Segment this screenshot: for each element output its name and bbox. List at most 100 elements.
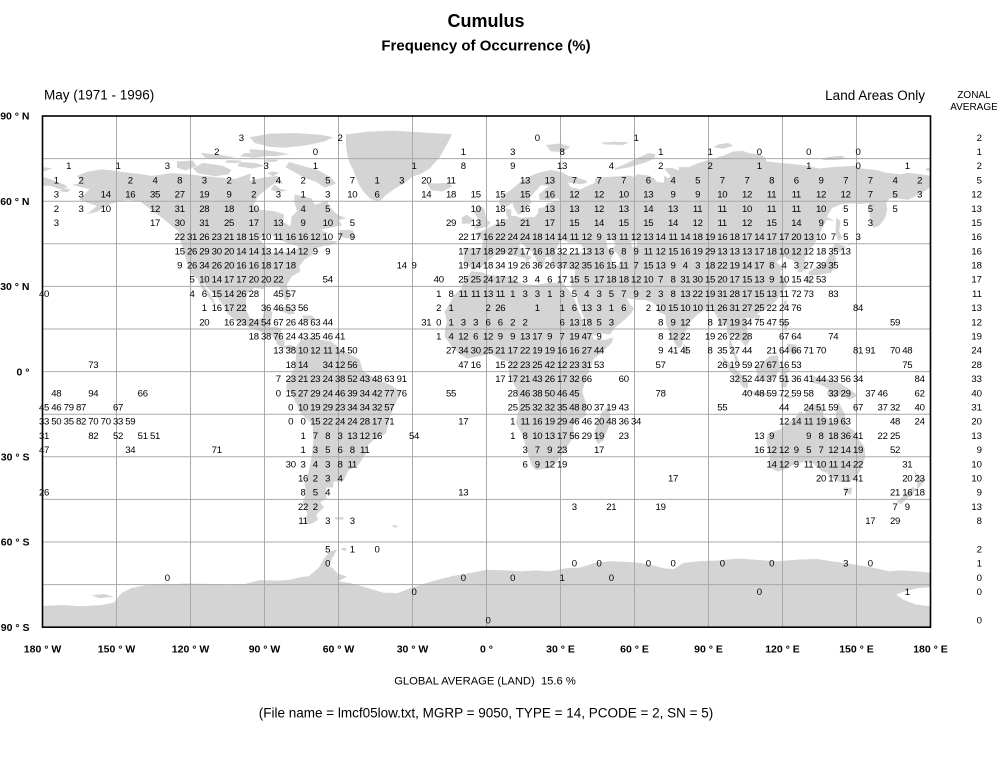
svg-text:1: 1 [251,175,256,186]
svg-text:32: 32 [890,403,900,414]
svg-text:46: 46 [557,388,567,399]
svg-text:82: 82 [76,417,86,428]
svg-text:15: 15 [971,218,982,229]
svg-text:22: 22 [693,289,703,300]
svg-text:20: 20 [816,473,826,484]
svg-text:23: 23 [286,374,296,385]
svg-text:17: 17 [224,275,234,286]
svg-text:21: 21 [767,346,777,357]
svg-text:17: 17 [545,218,555,229]
svg-text:79: 79 [64,403,74,414]
svg-text:76: 76 [397,388,407,399]
svg-text:10: 10 [779,246,789,257]
svg-text:9: 9 [313,246,318,257]
svg-text:150 ° E: 150 ° E [839,644,874,656]
svg-text:3: 3 [78,204,83,215]
svg-text:4: 4 [892,175,898,186]
svg-text:5: 5 [892,190,897,201]
svg-text:4: 4 [276,175,282,186]
svg-text:13: 13 [261,246,271,257]
svg-text:4: 4 [670,175,676,186]
svg-text:9: 9 [658,346,663,357]
svg-text:6: 6 [202,289,207,300]
svg-text:9: 9 [670,190,675,201]
svg-text:15: 15 [767,218,777,229]
svg-text:1: 1 [658,147,663,158]
svg-text:1: 1 [313,161,318,172]
svg-text:47: 47 [39,445,49,456]
svg-text:14: 14 [680,232,691,243]
svg-text:75: 75 [902,360,912,371]
svg-text:18: 18 [816,246,826,257]
svg-text:4: 4 [448,332,454,343]
svg-text:11: 11 [619,261,628,272]
svg-text:48: 48 [51,388,61,399]
svg-text:14: 14 [101,190,112,201]
svg-text:42: 42 [545,360,555,371]
svg-text:11: 11 [693,204,702,215]
svg-text:12: 12 [508,275,518,286]
svg-text:30: 30 [212,246,222,257]
svg-text:45: 45 [39,403,49,414]
svg-text:14: 14 [397,261,408,272]
svg-text:13: 13 [545,431,555,442]
svg-text:4: 4 [300,204,306,215]
svg-text:14: 14 [212,275,223,286]
svg-text:9: 9 [806,431,811,442]
svg-text:24: 24 [971,346,982,357]
svg-text:29: 29 [841,388,851,399]
svg-text:52: 52 [347,374,357,385]
svg-text:60: 60 [619,374,629,385]
svg-text:23: 23 [212,232,222,243]
svg-text:31: 31 [175,204,185,215]
svg-text:14: 14 [594,218,605,229]
svg-text:47: 47 [767,317,777,328]
svg-text:1: 1 [202,303,207,314]
svg-text:16: 16 [298,232,308,243]
svg-text:9: 9 [977,445,982,456]
svg-text:32: 32 [569,261,579,272]
svg-text:13: 13 [730,246,740,257]
svg-text:48: 48 [569,403,579,414]
svg-text:14: 14 [841,445,852,456]
svg-text:19: 19 [606,403,616,414]
svg-text:16: 16 [717,232,727,243]
svg-text:10: 10 [298,346,308,357]
svg-text:10: 10 [471,204,481,215]
svg-text:120 ° E: 120 ° E [765,644,800,656]
svg-text:11: 11 [779,289,788,300]
svg-text:34: 34 [323,360,334,371]
svg-text:16: 16 [249,261,259,272]
svg-text:Cumulus: Cumulus [447,11,524,31]
svg-text:43: 43 [360,374,370,385]
svg-text:17: 17 [273,261,283,272]
svg-text:35: 35 [828,246,838,257]
svg-text:6: 6 [559,317,564,328]
svg-text:20: 20 [971,417,982,428]
svg-text:63: 63 [384,374,394,385]
svg-text:16: 16 [372,431,382,442]
svg-text:1: 1 [436,332,441,343]
svg-text:22: 22 [323,417,333,428]
svg-text:5: 5 [596,317,601,328]
svg-text:38: 38 [286,346,296,357]
svg-text:26: 26 [520,261,530,272]
svg-text:8: 8 [177,175,182,186]
svg-text:56: 56 [298,303,308,314]
svg-text:48: 48 [754,388,764,399]
svg-text:12: 12 [816,190,826,201]
svg-text:10: 10 [323,232,333,243]
svg-text:4: 4 [781,261,787,272]
svg-text:3: 3 [263,161,268,172]
svg-text:26: 26 [717,360,727,371]
svg-text:35: 35 [828,261,838,272]
svg-text:2: 2 [707,161,712,172]
svg-text:17: 17 [557,431,567,442]
svg-text:41: 41 [804,374,814,385]
svg-text:15: 15 [619,218,629,229]
svg-text:30: 30 [693,275,703,286]
svg-text:1: 1 [374,175,379,186]
svg-text:12: 12 [594,204,604,215]
svg-text:19: 19 [730,261,740,272]
svg-text:11: 11 [718,204,727,215]
